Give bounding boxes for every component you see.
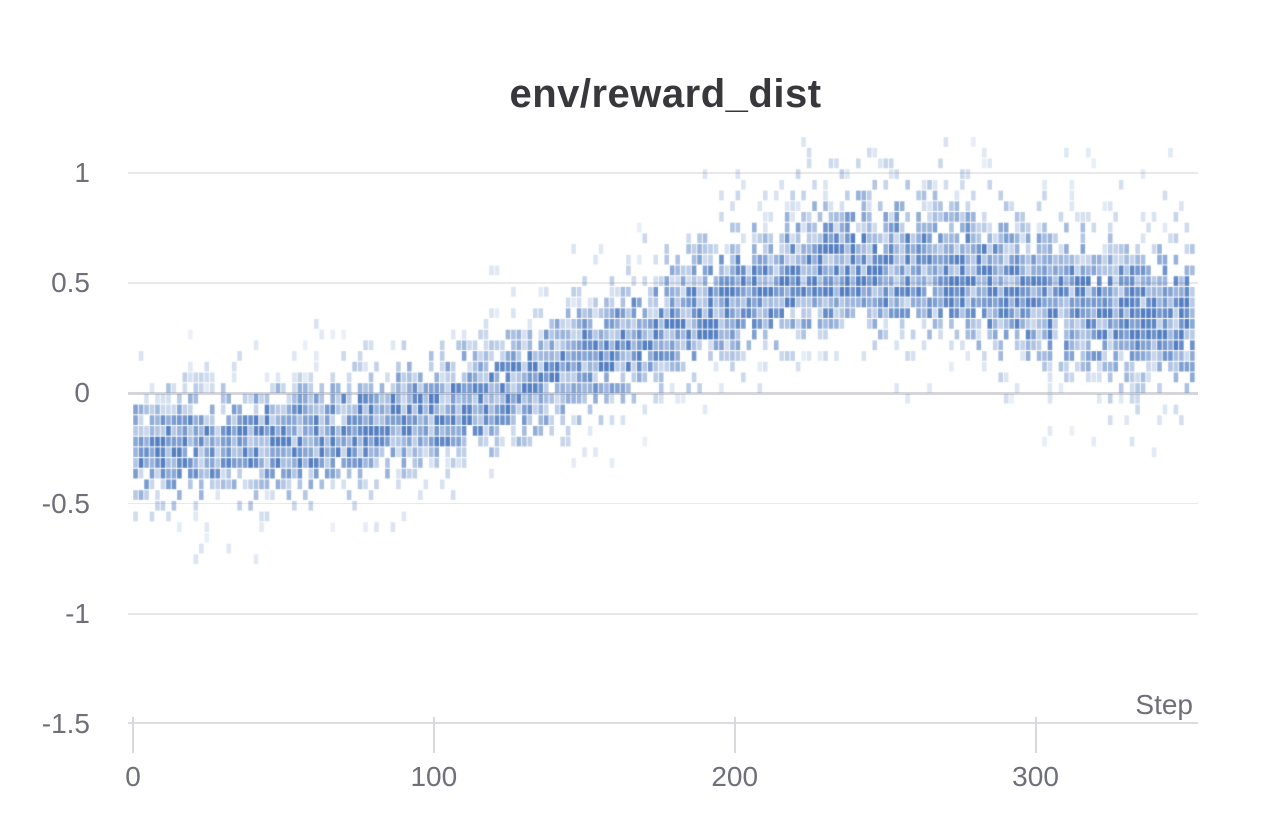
x-tick-label: 100 — [410, 761, 458, 792]
y-tick-label: 0 — [74, 377, 90, 409]
reward-distribution-heatmap[interactable] — [133, 135, 1198, 723]
y-tick-label: -1.5 — [41, 708, 90, 740]
y-tick-label: 1 — [74, 156, 90, 188]
x-tick-mark — [132, 717, 135, 753]
y-tick-label: -1 — [65, 598, 90, 629]
x-tick-label: 0 — [125, 761, 141, 792]
x-axis-title: Step — [1135, 689, 1193, 720]
x-tick-mark — [1034, 717, 1037, 753]
x-tick-label: 300 — [1012, 761, 1059, 792]
x-tick-mark — [432, 717, 436, 753]
x-tick-mark — [733, 717, 736, 753]
chart-title: env/reward_dist — [509, 72, 822, 116]
y-tick-label: 0.5 — [51, 267, 90, 299]
y-tick-label: -0.5 — [41, 487, 90, 519]
x-tick-label: 200 — [711, 761, 759, 792]
